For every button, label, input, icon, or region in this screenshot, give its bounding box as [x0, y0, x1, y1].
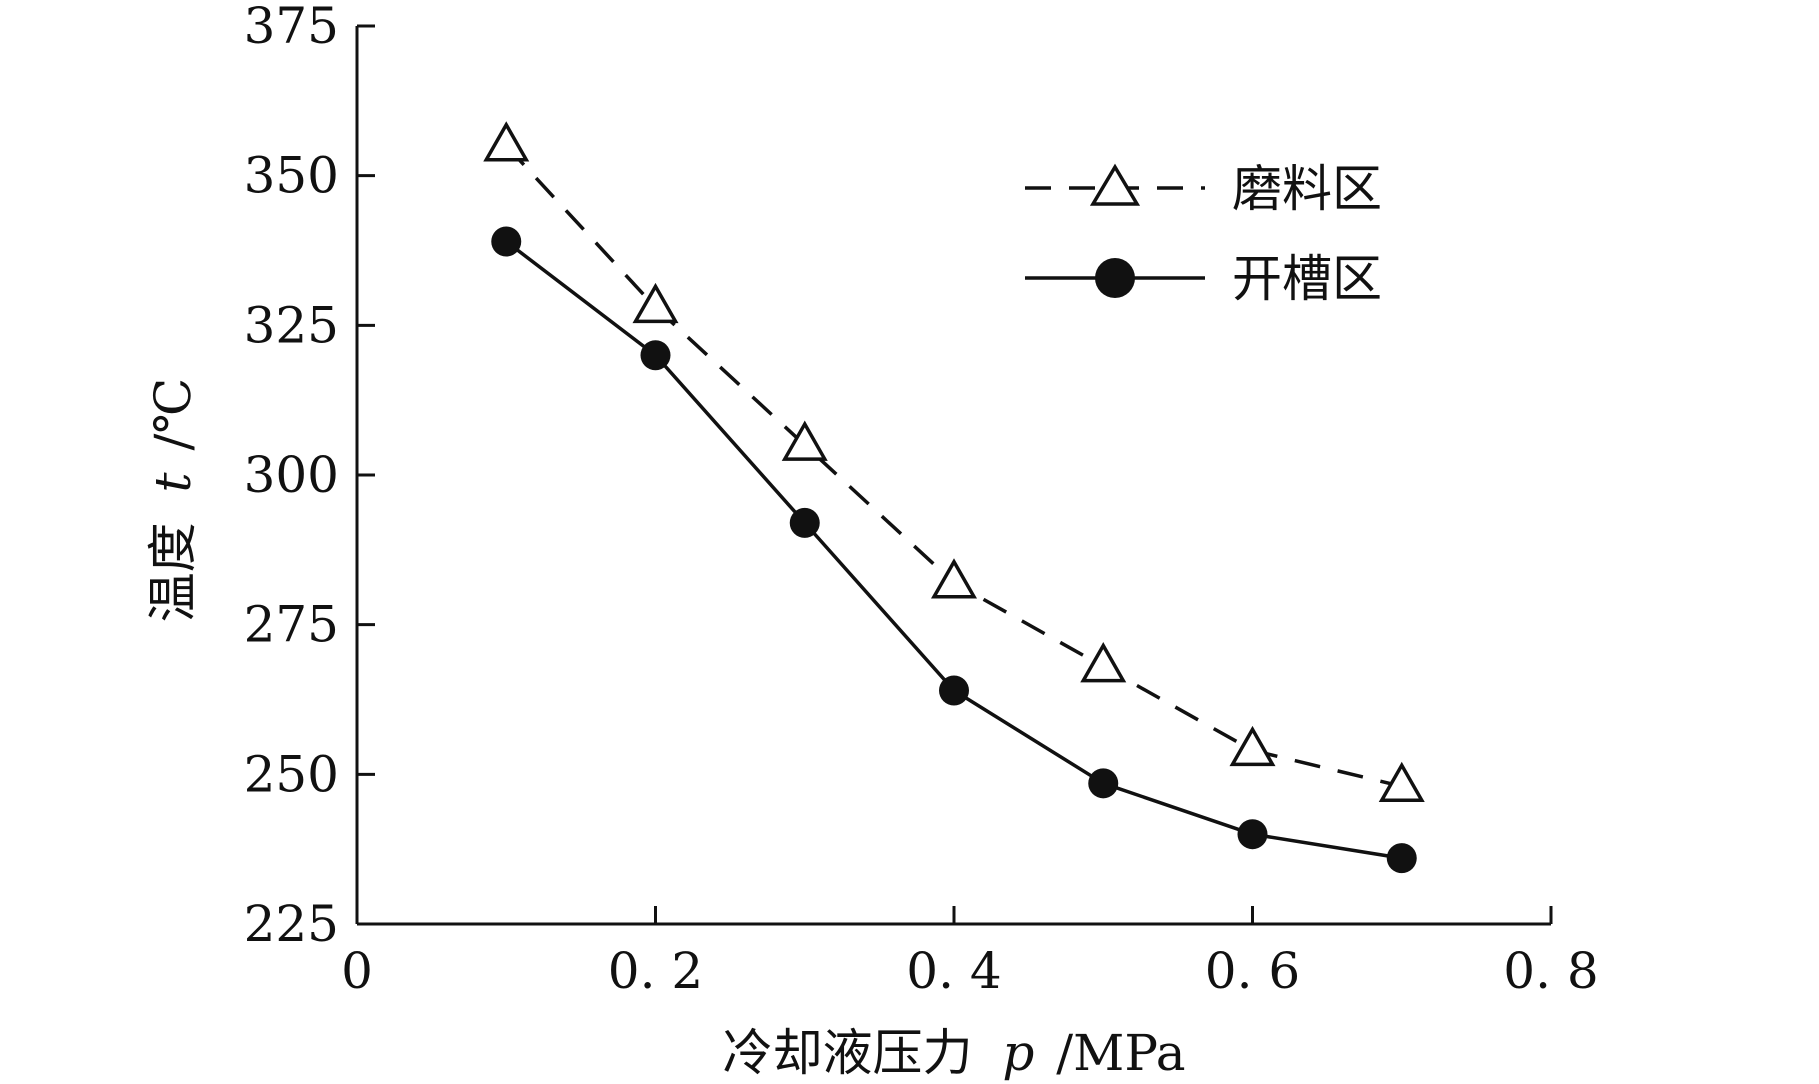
data-point-grinding-zone — [781, 420, 828, 461]
x-ticks: 0 0. 2 0. 4 0. 6 0. 8 — [341, 906, 1599, 1000]
y-tick-label: 275 — [244, 596, 339, 654]
x-axis-label: 冷却液压力 p /MPa — [722, 1024, 1185, 1082]
y-tick-label: 375 — [244, 0, 339, 55]
data-point-groove-zone — [491, 226, 522, 257]
x-tick-label: 0 — [341, 942, 373, 1000]
y-ticks: 225 250 275 300 325 350 375 — [244, 0, 375, 953]
legend-triangle-marker — [1089, 163, 1141, 206]
data-point-grinding-zone — [1080, 642, 1127, 683]
legend-item-groove-zone: 开槽区 — [1025, 250, 1382, 308]
x-axis-label-symbol: p — [1002, 1024, 1034, 1082]
y-tick-label: 300 — [244, 446, 339, 504]
x-axis-label-unit: /MPa — [1056, 1024, 1185, 1082]
y-axis-label-main: 温度 — [144, 522, 202, 622]
data-point-groove-zone — [1237, 819, 1268, 850]
data-point-groove-zone — [1386, 843, 1417, 874]
data-point-groove-zone — [789, 507, 820, 538]
series-layer — [483, 121, 1425, 874]
data-point-groove-zone — [1088, 768, 1119, 799]
x-tick-label: 0. 2 — [608, 942, 703, 1000]
data-point-grinding-zone — [1229, 725, 1276, 767]
y-tick-label: 325 — [244, 296, 339, 354]
y-tick-label: 350 — [244, 147, 339, 205]
y-axis-label: 温度 t /℃ — [144, 378, 202, 623]
legend-item-grinding-zone: 磨料区 — [1025, 160, 1382, 218]
legend-circle-marker — [1095, 258, 1135, 298]
data-point-grinding-zone — [930, 558, 978, 599]
legend-label-groove-zone: 开槽区 — [1232, 250, 1382, 308]
data-point-grinding-zone — [632, 282, 679, 324]
y-axis-label-symbol: t — [144, 471, 202, 492]
data-point-groove-zone — [939, 675, 969, 706]
x-tick-label: 0. 8 — [1503, 942, 1598, 1000]
legend: 磨料区 开槽区 — [1025, 160, 1382, 308]
data-point-grinding-zone — [1378, 761, 1425, 803]
y-axis-label-unit: /℃ — [144, 378, 202, 451]
data-point-groove-zone — [640, 340, 671, 371]
data-point-grinding-zone — [483, 121, 530, 162]
x-axis-label-main: 冷却液压力 — [722, 1024, 972, 1082]
legend-label-grinding-zone: 磨料区 — [1232, 160, 1382, 218]
y-tick-label: 250 — [244, 745, 339, 803]
x-tick-label: 0. 4 — [906, 942, 1001, 1000]
x-tick-label: 0. 6 — [1205, 942, 1300, 1000]
y-tick-label: 225 — [244, 895, 339, 953]
